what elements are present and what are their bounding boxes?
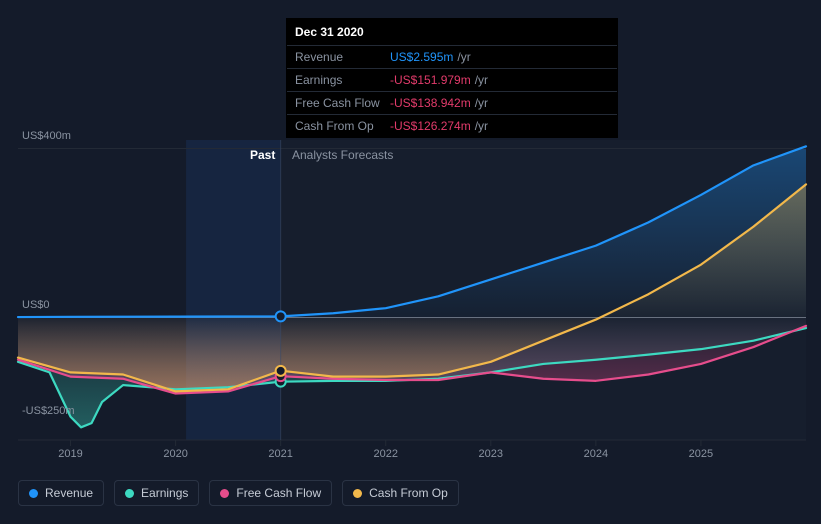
x-tick-label: 2020 [163, 448, 187, 460]
forecast-label: Analysts Forecasts [292, 148, 393, 162]
legend-item-earnings[interactable]: Earnings [114, 480, 199, 506]
financial-forecast-chart: Past Analysts Forecasts US$400m US$0 -US$2… [0, 0, 821, 524]
chart-legend: Revenue Earnings Free Cash Flow Cash From O… [18, 480, 459, 506]
legend-item-cfo[interactable]: Cash From Op [342, 480, 459, 506]
tooltip-row-unit: /yr [475, 73, 488, 87]
tooltip-row-label: Revenue [295, 50, 390, 64]
tooltip-row-value: -US$138.942m [390, 96, 471, 110]
legend-item-fcf[interactable]: Free Cash Flow [209, 480, 332, 506]
tooltip-row-label: Earnings [295, 73, 390, 87]
tooltip-row-unit: /yr [475, 119, 488, 133]
tooltip-row-value: US$2.595m [390, 50, 453, 64]
tooltip-row-unit: /yr [457, 50, 470, 64]
x-tick-label: 2019 [58, 448, 82, 460]
x-tick-label: 2021 [268, 448, 292, 460]
x-tick-label: 2025 [689, 448, 713, 460]
legend-label: Free Cash Flow [236, 486, 321, 500]
legend-swatch [220, 489, 229, 498]
legend-swatch [353, 489, 362, 498]
tooltip-row: Free Cash Flow-US$138.942m/yr [287, 92, 617, 115]
tooltip-row-label: Free Cash Flow [295, 96, 390, 110]
tooltip-row: Earnings-US$151.979m/yr [287, 69, 617, 92]
legend-label: Earnings [141, 486, 188, 500]
y-tick-label: -US$250m [22, 405, 75, 417]
tooltip-row-unit: /yr [475, 96, 488, 110]
x-tick-label: 2023 [479, 448, 503, 460]
legend-item-revenue[interactable]: Revenue [18, 480, 104, 506]
tooltip-date: Dec 31 2020 [287, 19, 617, 46]
y-tick-label: US$0 [22, 299, 50, 311]
legend-label: Cash From Op [369, 486, 448, 500]
y-tick-label: US$400m [22, 130, 71, 142]
tooltip-row-value: -US$126.274m [390, 119, 471, 133]
legend-label: Revenue [45, 486, 93, 500]
legend-swatch [29, 489, 38, 498]
tooltip-row-label: Cash From Op [295, 119, 390, 133]
past-label: Past [250, 148, 275, 162]
x-tick-label: 2024 [584, 448, 608, 460]
tooltip-row-value: -US$151.979m [390, 73, 471, 87]
legend-swatch [125, 489, 134, 498]
x-tick-label: 2022 [373, 448, 397, 460]
chart-tooltip: Dec 31 2020 RevenueUS$2.595m/yrEarnings-… [286, 18, 618, 138]
tooltip-row: Cash From Op-US$126.274m/yr [287, 115, 617, 137]
tooltip-row: RevenueUS$2.595m/yr [287, 46, 617, 69]
